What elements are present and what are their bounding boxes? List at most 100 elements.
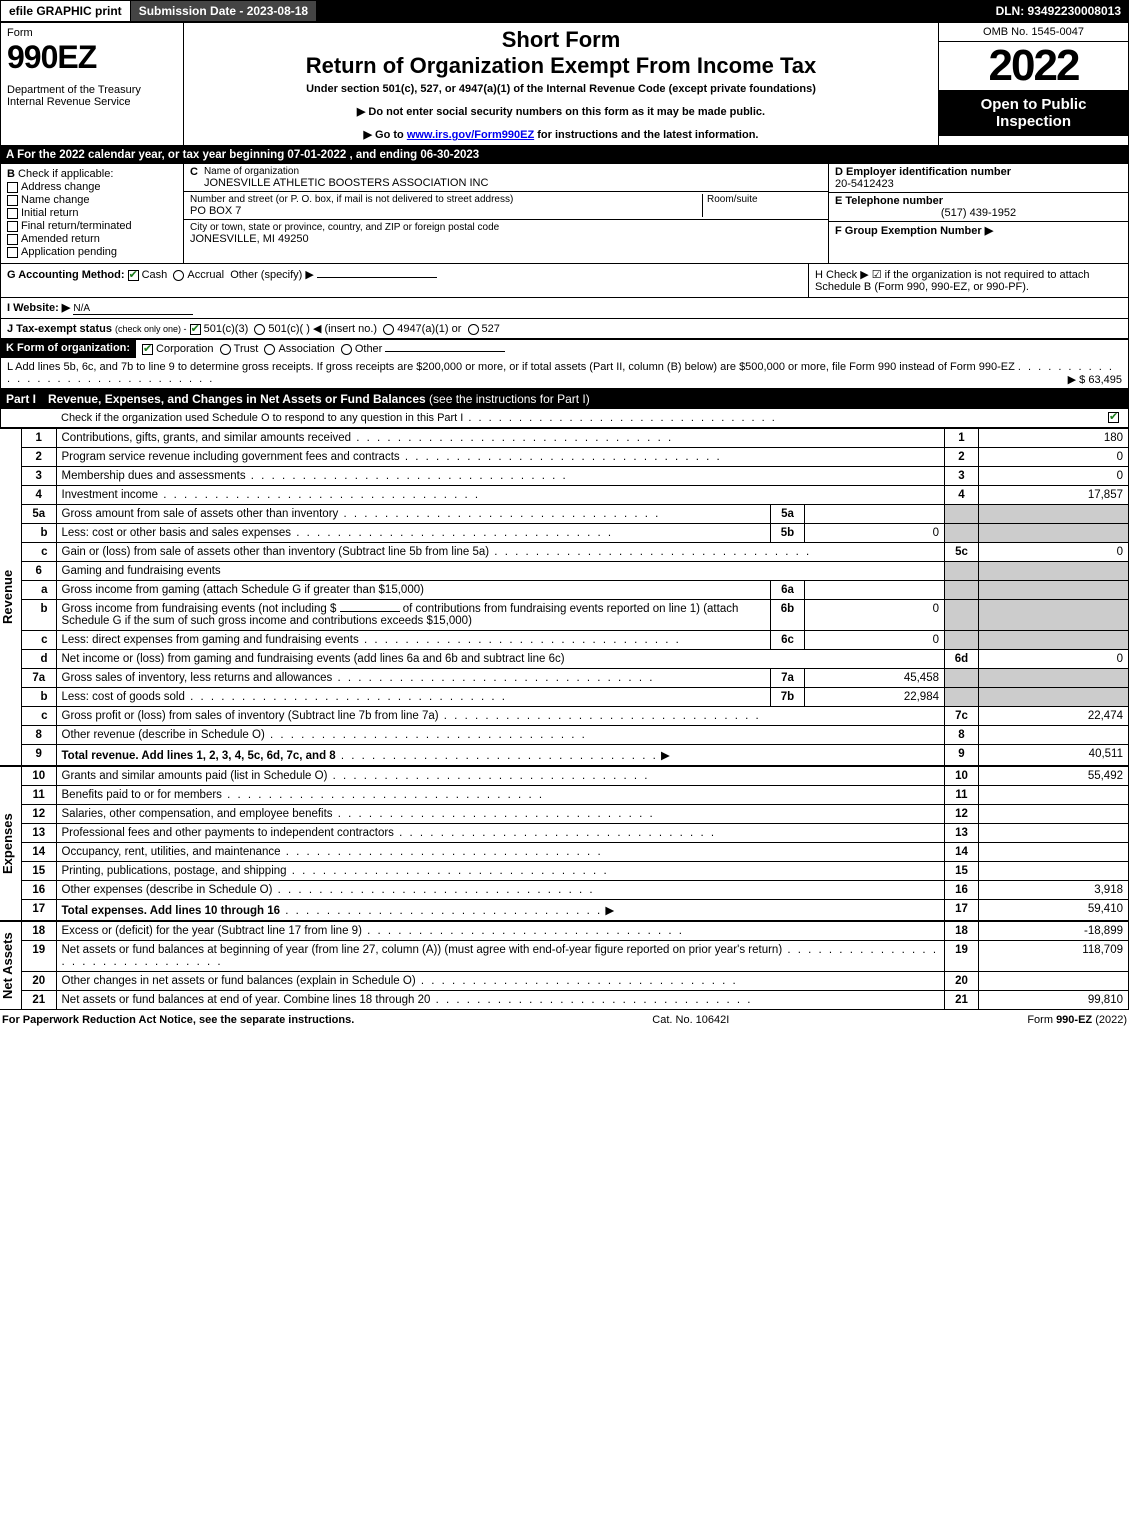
line-8: 8 Other revenue (describe in Schedule O)…: [22, 726, 1129, 745]
line-5b: b Less: cost or other basis and sales ex…: [22, 524, 1129, 543]
section-def: D Employer identification number 20-5412…: [828, 164, 1128, 263]
line-16: 16 Other expenses (describe in Schedule …: [22, 881, 1129, 900]
line-10: 10 Grants and similar amounts paid (list…: [22, 767, 1129, 786]
section-g: G Accounting Method: Cash Accrual Other …: [1, 264, 808, 297]
chk-schedule-o[interactable]: [1108, 412, 1119, 423]
line-20: 20 Other changes in net assets or fund b…: [22, 972, 1129, 991]
line-19: 19 Net assets or fund balances at beginn…: [22, 941, 1129, 972]
line-13: 13 Professional fees and other payments …: [22, 824, 1129, 843]
chk-4947[interactable]: [383, 324, 394, 335]
form-number: 990EZ: [7, 39, 177, 76]
line-15: 15 Printing, publications, postage, and …: [22, 862, 1129, 881]
k-options: Corporation Trust Association Other: [136, 339, 1129, 358]
line-14: 14 Occupancy, rent, utilities, and maint…: [22, 843, 1129, 862]
city-value: JONESVILLE, MI 49250: [190, 233, 499, 245]
section-h: H Check ▶ ☑ if the organization is not r…: [808, 264, 1128, 297]
irs-link[interactable]: www.irs.gov/Form990EZ: [407, 129, 534, 141]
efile-print-pill[interactable]: efile GRAPHIC print: [0, 0, 131, 22]
chk-trust[interactable]: [220, 344, 231, 355]
row-a-tax-year: A For the 2022 calendar year, or tax yea…: [0, 146, 1129, 164]
form-990ez-page: efile GRAPHIC print Submission Date - 20…: [0, 0, 1129, 1030]
chk-cash[interactable]: [128, 270, 139, 281]
line-6c: c Less: direct expenses from gaming and …: [22, 631, 1129, 650]
line-7c: c Gross profit or (loss) from sales of i…: [22, 707, 1129, 726]
line-3: 3 Membership dues and assessments 3 0: [22, 467, 1129, 486]
room-label: Room/suite: [707, 194, 822, 205]
chk-name-change[interactable]: Name change: [7, 194, 177, 206]
part1-paren: (see the instructions for Part I): [429, 392, 590, 406]
website-value: N/A: [73, 303, 193, 315]
chk-association[interactable]: [264, 344, 275, 355]
revenue-table: 1 Contributions, gifts, grants, and simi…: [22, 428, 1129, 766]
page-footer: For Paperwork Reduction Act Notice, see …: [0, 1010, 1129, 1030]
line-7a: 7a Gross sales of inventory, less return…: [22, 669, 1129, 688]
city-label: City or town, state or province, country…: [190, 222, 499, 233]
line-6: 6 Gaming and fundraising events: [22, 562, 1129, 581]
address-block: B Check if applicable: Address change Na…: [0, 164, 1129, 264]
k-label-block: K Form of organization:: [0, 339, 136, 358]
k-label: K Form of organization:: [6, 342, 130, 354]
section-l: L Add lines 5b, 6c, and 7b to line 9 to …: [0, 358, 1129, 389]
instr-goto-post: for instructions and the latest informat…: [534, 129, 758, 141]
j-label: J Tax-exempt status: [7, 323, 112, 335]
chk-app-pending[interactable]: Application pending: [7, 246, 177, 258]
line-1: 1 Contributions, gifts, grants, and simi…: [22, 429, 1129, 448]
main-title: Return of Organization Exempt From Incom…: [190, 53, 932, 79]
chk-other-org[interactable]: [341, 344, 352, 355]
instr-goto-pre: ▶ Go to: [364, 129, 407, 141]
part1-tag: Part I: [6, 392, 36, 406]
chk-501c3[interactable]: [190, 324, 201, 335]
org-name: JONESVILLE ATHLETIC BOOSTERS ASSOCIATION…: [204, 177, 488, 189]
ein-value: 20-5412423: [835, 178, 1122, 190]
org-name-label: Name of organization: [204, 166, 488, 177]
top-bar: efile GRAPHIC print Submission Date - 20…: [0, 0, 1129, 22]
chk-address-change[interactable]: Address change: [7, 181, 177, 193]
check-if-applicable: Check if applicable:: [18, 168, 113, 180]
instr-ssn: ▶ Do not enter social security numbers o…: [190, 105, 932, 118]
chk-527[interactable]: [468, 324, 479, 335]
6b-amount-input[interactable]: [340, 611, 400, 612]
other-specify-input[interactable]: [317, 277, 437, 278]
line-18: 18 Excess or (deficit) for the year (Sub…: [22, 922, 1129, 941]
part1-title: Revenue, Expenses, and Changes in Net As…: [48, 392, 426, 406]
telephone-label: E Telephone number: [835, 195, 1122, 207]
netassets-table: 18 Excess or (deficit) for the year (Sub…: [22, 921, 1129, 1010]
expenses-side-label: Expenses: [0, 766, 22, 921]
form-header: Form 990EZ Department of the Treasury In…: [0, 22, 1129, 146]
c-letter: C: [190, 166, 198, 189]
header-center: Short Form Return of Organization Exempt…: [184, 23, 938, 145]
chk-initial-return[interactable]: Initial return: [7, 207, 177, 219]
other-org-input[interactable]: [385, 351, 505, 352]
chk-corporation[interactable]: [142, 344, 153, 355]
line-5a: 5a Gross amount from sale of assets othe…: [22, 505, 1129, 524]
expenses-section: Expenses 10 Grants and similar amounts p…: [0, 766, 1129, 921]
line-11: 11 Benefits paid to or for members 11: [22, 786, 1129, 805]
chk-final-return[interactable]: Final return/terminated: [7, 220, 177, 232]
topbar-left: efile GRAPHIC print Submission Date - 20…: [0, 0, 316, 22]
header-right: OMB No. 1545-0047 2022 Open to Public In…: [938, 23, 1128, 145]
chk-accrual[interactable]: [173, 270, 184, 281]
telephone-value: (517) 439-1952: [835, 207, 1122, 219]
k-row-wrap: K Form of organization: Corporation Trus…: [0, 339, 1129, 358]
street-value: PO BOX 7: [190, 205, 702, 217]
ein-label: D Employer identification number: [835, 166, 1122, 178]
line-6d: d Net income or (loss) from gaming and f…: [22, 650, 1129, 669]
chk-amended-return[interactable]: Amended return: [7, 233, 177, 245]
revenue-section: Revenue 1 Contributions, gifts, grants, …: [0, 428, 1129, 766]
chk-501c[interactable]: [254, 324, 265, 335]
form-word: Form: [7, 27, 177, 39]
line-21: 21 Net assets or fund balances at end of…: [22, 991, 1129, 1010]
part1-check-row: Check if the organization used Schedule …: [0, 409, 1129, 428]
street-label: Number and street (or P. O. box, if mail…: [190, 194, 702, 205]
tax-year: 2022: [939, 42, 1128, 90]
open-to-public: Open to Public Inspection: [939, 90, 1128, 136]
line-2: 2 Program service revenue including gove…: [22, 448, 1129, 467]
section-b: B Check if applicable: Address change Na…: [1, 164, 184, 263]
line-7b: b Less: cost of goods sold 7b 22,984: [22, 688, 1129, 707]
line-4: 4 Investment income 4 17,857: [22, 486, 1129, 505]
part1-check-text: Check if the organization used Schedule …: [61, 412, 777, 424]
expenses-table: 10 Grants and similar amounts paid (list…: [22, 766, 1129, 921]
header-left: Form 990EZ Department of the Treasury In…: [1, 23, 184, 145]
line-12: 12 Salaries, other compensation, and emp…: [22, 805, 1129, 824]
footer-left: For Paperwork Reduction Act Notice, see …: [2, 1014, 354, 1026]
